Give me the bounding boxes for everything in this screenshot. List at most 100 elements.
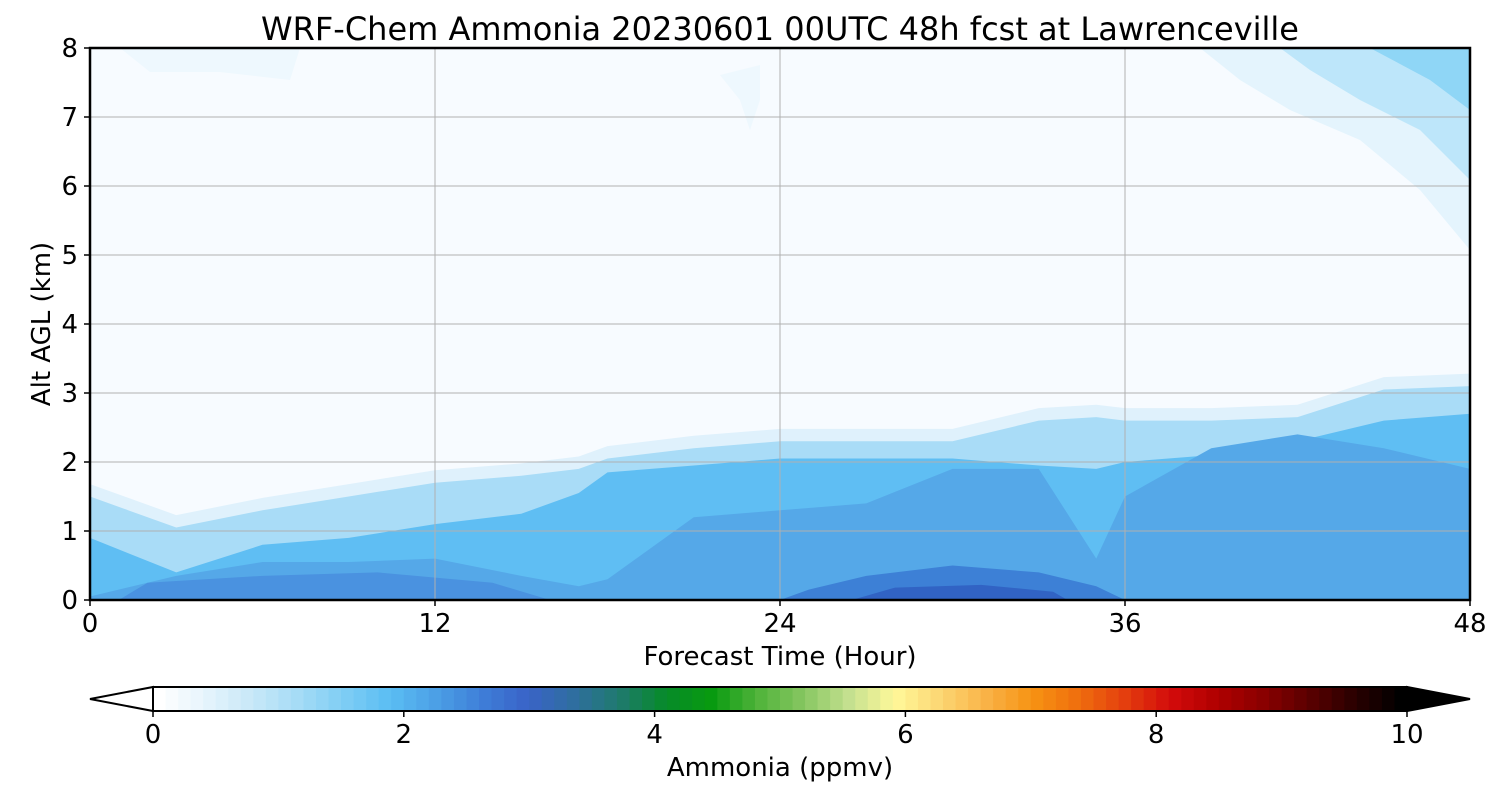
colorbar-cell: [153, 687, 167, 711]
colorbar-cell: [767, 687, 781, 711]
x-tick-label: 12: [418, 609, 451, 639]
colorbar-cell: [1193, 687, 1207, 711]
colorbar-cell: [1168, 687, 1182, 711]
colorbar-cell: [892, 687, 906, 711]
colorbar-cell: [1256, 687, 1270, 711]
colorbar-cells: [153, 687, 1408, 711]
colorbar-cell: [529, 687, 543, 711]
colorbar-cell: [1080, 687, 1095, 711]
colorbar-cell: [616, 687, 631, 711]
colorbar-cell: [993, 687, 1007, 711]
colorbar-cell: [403, 687, 417, 711]
colorbar-cell: [1218, 687, 1233, 711]
colorbar-cell: [290, 687, 305, 711]
colorbar-cell: [1131, 687, 1145, 711]
colorbar-label: Ammonia (ppmv): [667, 753, 893, 783]
colorbar-cell: [642, 687, 656, 711]
colorbar-cell: [1319, 687, 1333, 711]
colorbar-cell: [729, 687, 743, 711]
colorbar-cell: [629, 687, 643, 711]
colorbar-cell: [1181, 687, 1195, 711]
colorbar-cell: [1068, 687, 1082, 711]
colorbar-cell: [1043, 687, 1057, 711]
colorbar-cell: [428, 687, 443, 711]
colorbar-cell: [955, 687, 969, 711]
upper-plume-core: [1280, 48, 1470, 180]
colorbar-over-triangle: [1406, 685, 1471, 713]
colorbar-tick-label: 8: [1148, 720, 1165, 750]
colorbar-cell: [278, 687, 292, 711]
upper-left-patch: [120, 48, 300, 80]
colorbar-cell: [378, 687, 392, 711]
y-axis-label: Alt AGL (km): [27, 242, 57, 406]
colorbar-cell: [341, 687, 355, 711]
colorbar-cell: [491, 687, 505, 711]
colorbar-ticks: 0 2 4 6 8 10: [145, 711, 1424, 750]
x-tick-label: 24: [763, 609, 796, 639]
y-tick-label: 7: [61, 103, 78, 133]
colorbar-frame: [152, 686, 1408, 712]
x-axis: 0 12 24 36 48: [82, 600, 1487, 639]
colorbar-cell: [1106, 687, 1120, 711]
colorbar-cell: [1394, 687, 1408, 711]
colorbar: 0 2 4 6 8 10: [89, 685, 1471, 750]
colorbar-cell: [178, 687, 192, 711]
colorbar-cell: [780, 687, 794, 711]
colorbar-cell: [328, 687, 342, 711]
x-axis-label: Forecast Time (Hour): [643, 642, 916, 672]
colorbar-tick-label: 0: [145, 720, 162, 750]
colorbar-cell: [566, 687, 580, 711]
colorbar-cell: [165, 687, 179, 711]
colorbar-cell: [228, 687, 242, 711]
x-tick-label: 48: [1453, 609, 1486, 639]
colorbar-cell: [353, 687, 367, 711]
colorbar-tick-label: 6: [897, 720, 914, 750]
colorbar-cell: [1093, 687, 1107, 711]
colorbar-cell: [1143, 687, 1157, 711]
colorbar-under-triangle: [89, 685, 154, 713]
colorbar-cell: [1356, 687, 1370, 711]
colorbar-cell: [817, 687, 831, 711]
colorbar-tick-label: 4: [646, 720, 663, 750]
colorbar-cell: [754, 687, 769, 711]
colorbar-cell: [792, 687, 806, 711]
colorbar-cell: [654, 687, 668, 711]
colorbar-tick-label: 10: [1390, 720, 1423, 750]
colorbar-cell: [253, 687, 267, 711]
colorbar-cell: [441, 687, 455, 711]
colorbar-cell: [466, 687, 480, 711]
colorbar-cell: [1005, 687, 1019, 711]
colorbar-cell: [1294, 687, 1308, 711]
colorbar-cell: [541, 687, 555, 711]
colorbar-cell: [830, 687, 844, 711]
colorbar-tick-label: 2: [396, 720, 413, 750]
field-core-early: [118, 572, 550, 600]
colorbar-cell: [679, 687, 693, 711]
y-tick-label: 4: [61, 310, 78, 340]
colorbar-cell: [1055, 687, 1070, 711]
colorbar-cell: [265, 687, 279, 711]
upper-plume-peak: [1370, 48, 1470, 110]
colorbar-cell: [667, 687, 681, 711]
colorbar-cell: [190, 687, 204, 711]
colorbar-cell: [591, 687, 606, 711]
y-tick-label: 6: [61, 172, 78, 202]
colorbar-cell: [1344, 687, 1358, 711]
colorbar-cell: [1231, 687, 1245, 711]
colorbar-cell: [391, 687, 405, 711]
y-tick-label: 2: [61, 448, 78, 478]
colorbar-cell: [1369, 687, 1383, 711]
colorbar-cell: [604, 687, 618, 711]
colorbar-cell: [930, 687, 944, 711]
colorbar-cell: [453, 687, 468, 711]
colorbar-cell: [1206, 687, 1220, 711]
y-tick-label: 0: [61, 586, 78, 616]
colorbar-cell: [905, 687, 919, 711]
colorbar-cell: [1156, 687, 1170, 711]
colorbar-cell: [692, 687, 706, 711]
colorbar-cell: [980, 687, 994, 711]
colorbar-cell: [416, 687, 430, 711]
colorbar-cell: [504, 687, 518, 711]
colorbar-cell: [917, 687, 932, 711]
colorbar-cell: [1281, 687, 1295, 711]
